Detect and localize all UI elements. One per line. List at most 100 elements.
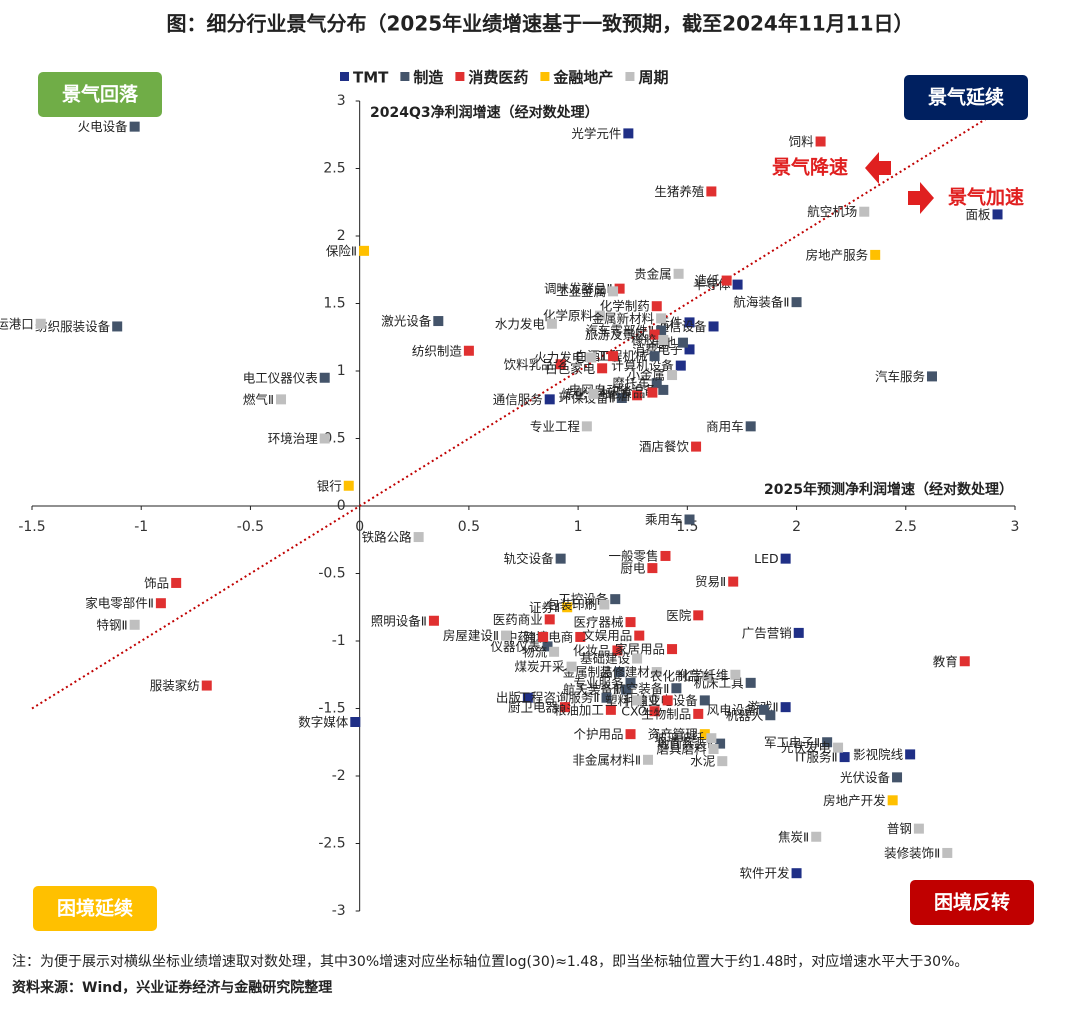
point-label: 橡胶 — [631, 332, 656, 347]
point — [555, 553, 566, 564]
point-label: 饰品 — [144, 575, 169, 590]
point — [625, 617, 636, 628]
point — [780, 553, 791, 564]
point — [706, 733, 717, 744]
point — [691, 441, 702, 452]
point — [433, 316, 444, 327]
point — [780, 702, 791, 713]
point — [643, 754, 654, 765]
point — [791, 297, 802, 308]
point-label: 粮油加工 — [554, 702, 604, 717]
point-label: 轨交设备 — [504, 551, 555, 566]
point-label: 厨电 — [620, 561, 646, 576]
point — [649, 706, 660, 717]
point — [745, 421, 756, 432]
point-label: 纺织服装设备 — [35, 319, 111, 334]
point — [359, 245, 370, 256]
point-label: 休闲食品 — [595, 385, 645, 400]
point — [811, 831, 822, 842]
point-label: 装修装饰Ⅱ — [884, 845, 940, 860]
point-label: 厨卫电器 — [508, 700, 559, 715]
point-label: 医药商业 — [493, 612, 543, 627]
point — [319, 433, 330, 444]
point-label: 非金属材料Ⅱ — [572, 752, 641, 767]
point — [684, 514, 695, 525]
point — [616, 393, 627, 403]
point-label: 数字媒体 — [298, 715, 349, 730]
point — [656, 325, 667, 336]
point — [634, 630, 645, 641]
point-label: 装修建材 — [600, 665, 650, 680]
point-label: 消费电子 — [633, 342, 683, 357]
point-label: 乘用车 — [645, 512, 683, 527]
point-label: IT服务Ⅱ — [795, 750, 837, 765]
point — [833, 742, 844, 753]
point-label: 普钢 — [887, 821, 912, 836]
point — [926, 371, 937, 382]
note: 注：为便于展示对横纵坐标业绩增速取对数处理，其中30%增速对应坐标轴位置log(… — [12, 953, 968, 970]
point — [651, 301, 662, 312]
point-label: 农化制品 — [650, 669, 700, 684]
point-label: 广告营销 — [742, 625, 792, 640]
point — [549, 646, 560, 657]
point-label: LED — [754, 551, 779, 566]
point — [601, 692, 612, 703]
quadrant-label: 困境反转 — [934, 891, 1010, 914]
point-label: 家居用品 — [615, 642, 665, 657]
legend-marker — [455, 72, 465, 81]
point-label: 专业工程 — [530, 419, 581, 434]
point — [905, 749, 916, 760]
point-label: 贵金属 — [634, 266, 672, 281]
quadrant-label: 景气延续 — [928, 86, 1004, 109]
point-label: CXO — [621, 704, 647, 719]
point-label: 饮料乳品 — [504, 357, 554, 372]
point-label: 跨境电商 — [523, 629, 573, 644]
point-label: 煤炭开采 — [515, 659, 566, 674]
point-label: 汽车服务 — [875, 369, 925, 384]
point — [522, 692, 533, 703]
x-tick-label: 2 — [792, 519, 801, 535]
point — [815, 136, 826, 147]
point — [538, 631, 549, 642]
point — [623, 128, 634, 139]
point-label: 炼化 — [561, 386, 587, 401]
y-tick-label: 1.5 — [323, 296, 345, 312]
point-label: 航空机场 — [807, 204, 857, 219]
point — [859, 206, 870, 217]
point — [701, 671, 712, 682]
point — [555, 359, 566, 370]
point — [632, 390, 643, 401]
point — [647, 563, 658, 574]
x-tick-label: 0 — [355, 519, 364, 535]
x-tick-label: -0.5 — [237, 519, 264, 535]
point-label: 地面兵装Ⅱ — [657, 736, 713, 751]
point — [649, 329, 660, 340]
point-label: 机器人 — [726, 708, 764, 723]
point — [575, 631, 586, 642]
point — [201, 680, 212, 691]
point — [649, 351, 660, 362]
point — [892, 772, 903, 783]
point-label: 基础建设 — [580, 651, 631, 666]
point-label: 资产管理 — [648, 727, 699, 742]
point — [959, 656, 970, 667]
point — [651, 667, 662, 678]
point-label: 航空装备Ⅱ — [613, 681, 669, 696]
point-label: 包装印刷 — [547, 597, 597, 612]
point — [732, 279, 743, 290]
point — [684, 317, 695, 328]
point-label: 通信设备 — [657, 319, 708, 334]
point — [276, 394, 287, 405]
point — [667, 644, 678, 655]
point — [708, 744, 719, 754]
legend-marker — [540, 72, 550, 81]
point — [708, 321, 719, 332]
point — [586, 352, 597, 363]
point — [942, 847, 953, 858]
point — [667, 370, 678, 381]
point-label: 商用车 — [706, 419, 744, 434]
point-label: 饲料 — [789, 134, 815, 149]
point — [660, 550, 671, 561]
point-label: 专业服务 — [574, 675, 624, 690]
y-axis-label: 2024Q3净利润增速（经对数处理） — [370, 104, 599, 121]
